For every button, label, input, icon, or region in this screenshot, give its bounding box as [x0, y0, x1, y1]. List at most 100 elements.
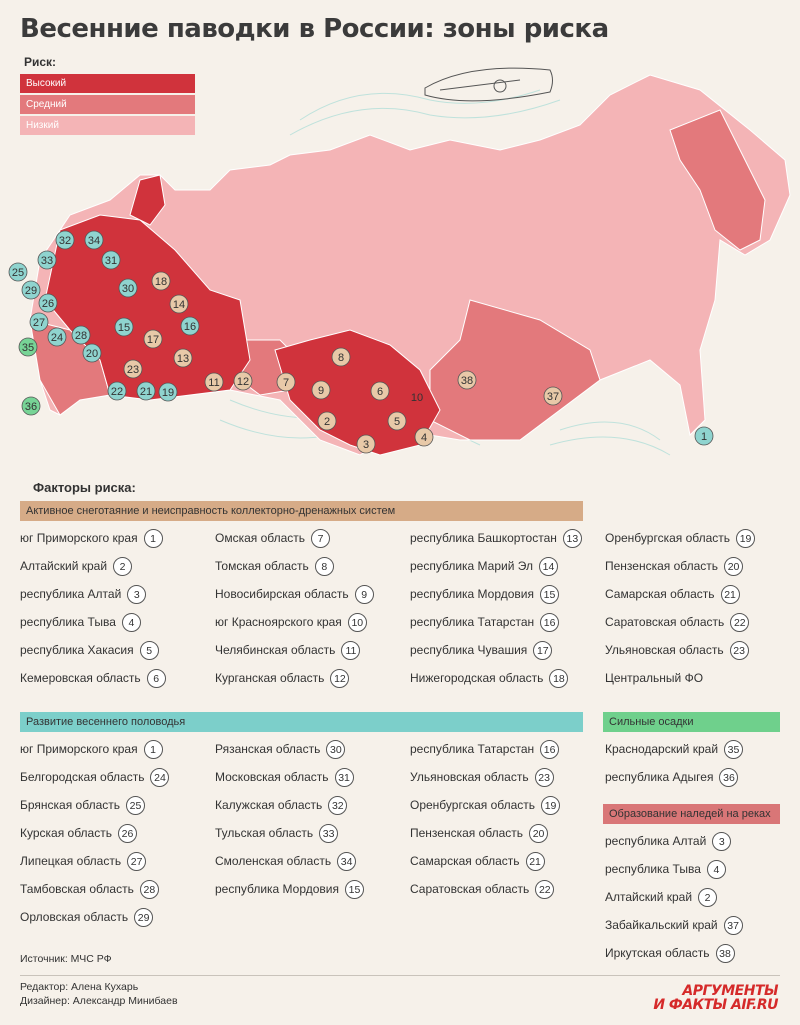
region-name: республика Татарстан — [410, 615, 535, 629]
map-marker-label: 23 — [127, 364, 139, 376]
factor-list-item: Кемеровская область 6 — [20, 667, 166, 689]
region-number-badge: 28 — [139, 880, 159, 900]
region-name: Рязанская область — [215, 742, 321, 756]
map-marker: 11 — [204, 372, 224, 392]
factor-list-item: Самарская область 21 — [605, 583, 740, 605]
map-marker-label: 12 — [237, 376, 249, 388]
region-name: республика Мордовия — [410, 587, 534, 601]
region-number-badge: 36 — [719, 768, 739, 788]
region-number-badge: 6 — [146, 669, 166, 689]
region-number-badge: 26 — [117, 824, 137, 844]
factor-list-item: Орловская область 29 — [20, 906, 154, 928]
map-marker: 19 — [158, 382, 178, 402]
map-marker-circle — [21, 396, 41, 416]
region-name: Забайкальский край — [605, 918, 718, 932]
map-marker: 33 — [37, 250, 57, 270]
region-name: Саратовская область — [605, 615, 725, 629]
region-name: Белгородская область — [20, 770, 145, 784]
region-name: Самарская область — [410, 854, 520, 868]
map-marker-label: 34 — [88, 235, 100, 247]
map-marker-circle — [694, 426, 714, 446]
factor-list-item: республика Башкортостан 13 — [410, 527, 582, 549]
region-name: республика Башкортостан — [410, 531, 557, 545]
factor-list-item: Ульяновская область 23 — [605, 639, 749, 661]
map-marker-label: 14 — [173, 299, 185, 311]
map-marker-label: 22 — [111, 386, 123, 398]
map-marker-circle — [143, 329, 163, 349]
map-marker-circle — [8, 262, 28, 282]
map-marker: 30 — [118, 278, 138, 298]
region-name: Алтайский край — [605, 890, 693, 904]
region-number-badge: 22 — [730, 613, 750, 633]
map-marker-circle — [82, 343, 102, 363]
map-marker: 13 — [173, 348, 193, 368]
region-name: Нижегородская область — [410, 671, 544, 685]
factor-list-item: республика Тыва 4 — [20, 611, 141, 633]
region-number-badge: 25 — [126, 796, 145, 816]
page-title: Весенние паводки в России: зоны риска — [20, 14, 609, 44]
region-name: республика Адыгея — [605, 770, 714, 784]
region-name: Тульская область — [215, 826, 314, 840]
map-marker-label: 27 — [33, 317, 45, 329]
region-number-badge: 16 — [540, 740, 560, 760]
factor-list-item: республика Алтай 3 — [20, 583, 147, 605]
map-marker-label: 29 — [25, 285, 37, 297]
map-marker-circle — [37, 250, 57, 270]
region-name: Тамбовская область — [20, 882, 134, 896]
region-name: республика Тыва — [20, 615, 116, 629]
map-marker-label: 1 — [701, 431, 707, 443]
boat-icon — [424, 67, 553, 102]
region-number-badge: 23 — [729, 641, 749, 661]
map-marker-label: 37 — [547, 391, 559, 403]
factor-list-item: Иркутская область 38 — [605, 942, 735, 964]
region-number-badge: 22 — [535, 880, 555, 900]
region-number-badge: 8 — [314, 557, 334, 577]
factor-list-item: республика Тыва 4 — [605, 858, 726, 880]
factor-list-item: Самарская область 21 — [410, 850, 545, 872]
map-marker-circle — [151, 271, 171, 291]
map-marker-label: 35 — [22, 342, 34, 354]
map-marker: 25 — [8, 262, 28, 282]
map-marker-circle — [457, 370, 477, 390]
region-name: Смоленская область — [215, 854, 332, 868]
region-name: юг Приморского края — [20, 531, 138, 545]
region-number-badge: 20 — [724, 557, 744, 577]
factor-list-item: Омская область 7 — [215, 527, 331, 549]
region-number-badge: 29 — [134, 908, 154, 928]
map-marker-label: 17 — [147, 334, 159, 346]
factor-list-item: республика Чувашия 17 — [410, 639, 553, 661]
region-number-badge: 3 — [127, 585, 147, 605]
map-marker-circle — [158, 382, 178, 402]
ice-category-bar: Образование наледей на реках — [603, 804, 780, 824]
factor-list-item: Нижегородская область 18 — [410, 667, 569, 689]
region-number-badge: 23 — [534, 768, 554, 788]
factor-list-item: Забайкальский край 37 — [605, 914, 743, 936]
map-marker-circle — [169, 294, 189, 314]
map-marker-label: 4 — [421, 432, 427, 444]
map-marker: 16 — [180, 316, 200, 336]
factor-list-item: Центральный ФО — [605, 667, 703, 689]
map-region-medium-east — [429, 299, 601, 441]
map-marker-circle — [311, 380, 331, 400]
region-name: Московская область — [215, 770, 329, 784]
map-marker: 20 — [82, 343, 102, 363]
factor-list-item: юг Приморского края 1 — [20, 527, 163, 549]
factor-list-item: юг Красноярского края 10 — [215, 611, 367, 633]
region-number-badge: 1 — [143, 740, 163, 760]
region-name: Пензенская область — [605, 559, 719, 573]
factor-list-item: Оренбургская область 19 — [605, 527, 756, 549]
map-marker: 1 — [694, 426, 714, 446]
designer-credit: Дизайнер: Александр Минибаев — [20, 995, 178, 1007]
factor-list-item: Курганская область 12 — [215, 667, 350, 689]
region-number-badge: 4 — [121, 613, 141, 633]
map-marker: 4 — [414, 427, 434, 447]
region-number-badge: 12 — [330, 669, 350, 689]
map-marker-circle — [387, 411, 407, 431]
map-marker-label: 30 — [122, 283, 134, 295]
region-name: Ульяновская область — [410, 770, 529, 784]
region-name: республика Татарстан — [410, 742, 535, 756]
region-name: Челябинская область — [215, 643, 336, 657]
factor-list-item: Томская область 8 — [215, 555, 334, 577]
map-marker-circle — [84, 230, 104, 250]
